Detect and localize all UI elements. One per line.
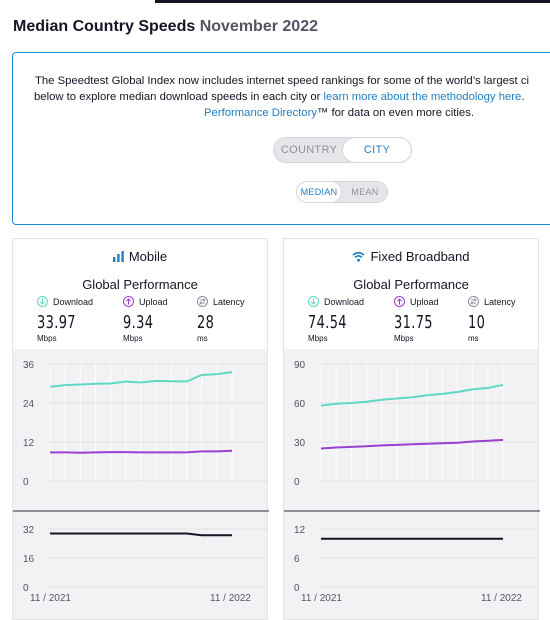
fixed-card-title: Fixed Broadband <box>284 249 538 265</box>
upload-arrow-icon <box>123 296 134 307</box>
speed-y-tick-label: 24 <box>23 399 35 410</box>
page-title: Median Country Speeds November 2022 <box>13 18 318 36</box>
info-line-2-text: below to explore median download speeds … <box>34 91 324 103</box>
download-arrow-icon <box>37 296 48 307</box>
info-panel: The Speedtest Global Index now includes … <box>12 52 550 225</box>
speed-y-tick-label: 90 <box>294 360 306 371</box>
toggle-median[interactable]: MEDIAN <box>296 181 342 203</box>
latency-y-tick-label: 32 <box>23 525 35 536</box>
upload-series-line <box>320 438 504 450</box>
speed-y-tick-label: 0 <box>294 477 300 488</box>
mobile-latency-value: 28 <box>197 312 215 333</box>
mobile-upload-value: 9.34 <box>123 312 154 333</box>
fixed-upload-label: Upload <box>410 296 439 307</box>
country-city-toggle: COUNTRY CITY <box>273 137 412 163</box>
x-tick-label-start: 11 / 2021 <box>30 593 71 604</box>
fixed-upload-metric: Upload 31.75 Mbps <box>394 296 470 343</box>
speed-y-tick-label: 60 <box>294 399 306 410</box>
mobile-latency-unit: ms <box>197 334 208 343</box>
info-line-1: The Speedtest Global Index now includes … <box>35 75 529 87</box>
methodology-link[interactable]: learn more about the methodology here <box>323 91 522 103</box>
latency-y-tick-label: 0 <box>23 583 29 594</box>
mobile-upload-metric: Upload 9.34 Mbps <box>123 296 199 343</box>
top-nav-strip <box>0 0 550 3</box>
upload-series-line <box>50 449 233 454</box>
mobile-subtitle: Global Performance <box>82 277 198 292</box>
x-tick-label-start: 11 / 2021 <box>301 593 342 604</box>
fixed-latency-value: 10 <box>468 312 486 333</box>
latency-series-line <box>50 532 232 537</box>
fixed-subtitle: Global Performance <box>353 277 469 292</box>
fixed-download-value: 74.54 <box>308 312 347 333</box>
fixed-card-header: Fixed Broadband Global Performance Downl… <box>284 239 538 349</box>
mobile-card-title: Mobile <box>13 249 267 265</box>
fixed-chart: 90 60 30 0 12 6 0 11 / 2021 11 / 2022 <box>284 349 540 619</box>
median-mean-toggle: MEDIAN MEAN <box>296 181 388 203</box>
latency-y-tick-label: 6 <box>294 554 300 565</box>
wifi-icon <box>352 250 366 265</box>
mobile-card: Mobile Global Performance Download 33.97… <box>12 238 269 620</box>
latency-arrows-icon <box>468 296 479 307</box>
mobile-download-label: Download <box>53 296 94 307</box>
mobile-download-metric: Download 33.97 Mbps <box>37 296 113 343</box>
fixed-broadband-card: Fixed Broadband Global Performance Downl… <box>283 238 540 620</box>
fixed-download-unit: Mbps <box>308 334 328 343</box>
download-arrow-icon <box>308 296 319 307</box>
mobile-latency-label: Latency <box>213 296 245 307</box>
mobile-title-text: Mobile <box>128 249 168 264</box>
mobile-download-unit: Mbps <box>37 334 57 343</box>
mobile-download-value: 33.97 <box>37 312 76 333</box>
mobile-upload-unit: Mbps <box>123 334 143 343</box>
info-line-3-text: ™ for data on even more cities. <box>317 107 474 119</box>
download-series-line <box>49 371 233 388</box>
info-line-3: Performance Directory™ for data on even … <box>204 105 474 122</box>
info-line-2-end: . <box>521 91 525 103</box>
page-title-month: November 2022 <box>199 18 318 35</box>
fixed-upload-unit: Mbps <box>394 334 414 343</box>
mobile-chart: 36 24 12 0 32 16 0 11 / 2021 11 / 2022 <box>13 349 269 619</box>
toggle-mean[interactable]: MEAN <box>351 187 379 197</box>
upload-arrow-icon <box>394 296 405 307</box>
fixed-latency-unit: ms <box>468 334 479 343</box>
fixed-latency-metric: Latency 10 ms <box>468 296 544 343</box>
speed-y-tick-label: 36 <box>23 360 35 371</box>
fixed-title-text: Fixed Broadband <box>370 249 470 264</box>
toggle-country[interactable]: COUNTRY <box>280 144 338 156</box>
fixed-download-label: Download <box>324 296 365 307</box>
page-title-main: Median Country Speeds <box>13 18 196 35</box>
latency-arrows-icon <box>197 296 208 307</box>
mobile-card-header: Mobile Global Performance Download 33.97… <box>13 239 267 349</box>
signal-bars-icon <box>112 250 124 265</box>
performance-directory-link[interactable]: Performance Directory <box>204 107 318 119</box>
fixed-download-metric: Download 74.54 Mbps <box>308 296 384 343</box>
mobile-upload-label: Upload <box>139 296 168 307</box>
latency-y-tick-label: 16 <box>23 554 35 565</box>
fixed-upload-value: 31.75 <box>394 312 433 333</box>
mobile-latency-metric: Latency 28 ms <box>197 296 273 343</box>
fixed-latency-label: Latency <box>484 296 516 307</box>
speed-y-tick-label: 12 <box>23 438 35 449</box>
top-nav-dark-bar <box>155 0 550 3</box>
latency-y-tick-label: 12 <box>294 525 306 536</box>
info-line-2: below to explore median download speeds … <box>34 89 524 106</box>
speed-y-tick-label: 30 <box>294 438 306 449</box>
download-series-line <box>320 383 504 407</box>
speed-y-tick-label: 0 <box>23 477 29 488</box>
toggle-city[interactable]: CITY <box>342 137 412 163</box>
x-tick-label-end: 11 / 2022 <box>210 593 251 604</box>
x-tick-label-end: 11 / 2022 <box>481 593 522 604</box>
latency-y-tick-label: 0 <box>294 583 300 594</box>
